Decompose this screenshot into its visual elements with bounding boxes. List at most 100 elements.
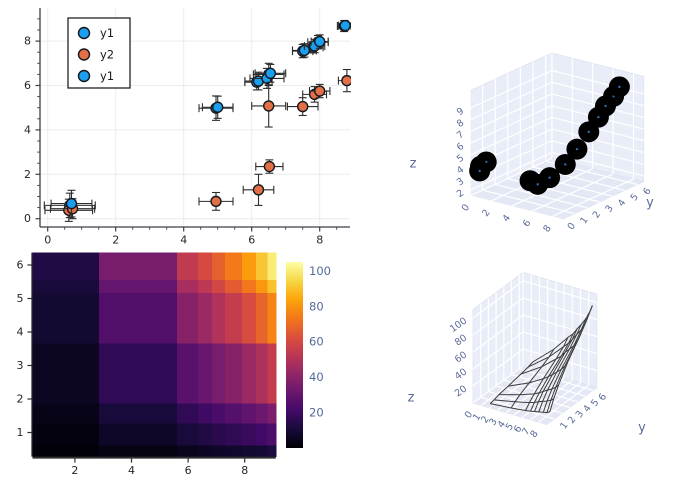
tick-label: 6 [512, 424, 524, 435]
heatmap-cell [267, 292, 277, 344]
tick-label: 2 [24, 168, 31, 181]
heatmap-cell [224, 343, 243, 404]
tick-label: 2 [455, 188, 466, 200]
data-point-center [478, 169, 481, 173]
data-point [314, 35, 326, 48]
heatmap-cell [256, 423, 268, 446]
tick-label: 5 [16, 292, 23, 305]
tick-label: 6 [455, 141, 466, 153]
tick-label: 20 [453, 383, 469, 399]
tick-label: 7 [455, 129, 466, 141]
heatmap-cell [98, 252, 178, 281]
heatmap-cell [32, 292, 100, 344]
tick-label: 5 [504, 421, 516, 432]
heatmap-cell [224, 252, 243, 281]
tick-label: 2 [112, 234, 119, 247]
tick-label: 100 [448, 315, 469, 334]
heatmap-cell [198, 343, 213, 404]
heatmap-cell [176, 343, 199, 404]
tick-label: 6 [248, 234, 255, 247]
tick-label: 0 [463, 409, 475, 420]
tick-label: 5 [455, 153, 466, 165]
heatmap-cell [198, 279, 213, 293]
tick-label: 5 [589, 397, 601, 408]
legend-marker [77, 26, 91, 40]
tick-label: 3 [487, 417, 499, 428]
tick-label: 2 [566, 415, 578, 426]
tick-label: 0 [460, 202, 472, 213]
data-point [339, 19, 351, 32]
tick-label: 100 [309, 264, 331, 278]
tick-label: y1 [100, 69, 114, 83]
tick-label: 2 [71, 464, 78, 477]
legend-marker [77, 69, 91, 83]
tick-label: 1 [471, 412, 483, 423]
pane-grid [472, 272, 598, 423]
tick-label: 2 [479, 414, 491, 425]
heatmap-cell [176, 403, 199, 424]
tick-label: 40 [309, 370, 324, 384]
tick-label: 3 [455, 176, 466, 188]
heatmap-cell [267, 343, 277, 404]
data-point-center [548, 176, 551, 179]
series-y1-2 [50, 19, 351, 218]
heatmap-cell [241, 343, 257, 404]
tick-label: 8 [24, 35, 31, 48]
heatmap-cell [224, 292, 243, 344]
heatmap-cell [212, 445, 226, 458]
data-point-center [604, 104, 607, 108]
heatmap-cell [267, 279, 277, 293]
tick-label: 80 [309, 299, 324, 313]
heatmap-cell [32, 445, 100, 458]
heatmap-cell [241, 445, 257, 458]
heatmap-cell [176, 445, 199, 458]
heatmap-cell [32, 423, 100, 446]
wireframe-mesh [489, 305, 593, 414]
mesh-line [534, 328, 578, 412]
heatmap-cell [98, 445, 178, 458]
data-point [210, 195, 222, 208]
heatmap-cell [98, 423, 178, 446]
heatmap-cells [32, 252, 277, 458]
heatmap-cell [241, 279, 257, 293]
tick-label: 2 [480, 208, 492, 219]
tick-label: 4 [616, 198, 628, 209]
series-y2-1 [44, 68, 351, 222]
tick-label: 1 [16, 426, 23, 439]
heatmap-cell [176, 423, 199, 446]
data-point [252, 184, 265, 196]
data-point-center [564, 163, 567, 166]
tick-label: 8 [528, 429, 540, 440]
data-point-center [587, 130, 590, 134]
heatmap-cell [267, 403, 277, 424]
heatmap-cell [98, 403, 178, 424]
data-point [264, 67, 277, 79]
heatmap-cell [176, 279, 199, 293]
tick-label: y1 [100, 26, 114, 40]
tick-label: 8 [316, 234, 323, 247]
mesh-line [530, 333, 574, 412]
data-point [297, 100, 309, 113]
tick-label: 9 [455, 106, 466, 118]
heatmap-cell [212, 252, 226, 281]
heatmap: 2 4 6 8 1 2 3 4 5 6 20 40 60 80 100 [16, 252, 331, 477]
data-point-center [575, 147, 579, 151]
heatmap-cell [267, 445, 277, 458]
tick-label: 0 [566, 221, 578, 232]
tick-label: 6 [597, 392, 609, 403]
heatmap-cell [241, 292, 257, 344]
heatmap-cell [241, 403, 257, 424]
tick-label: 4 [180, 234, 187, 247]
mesh-line [549, 305, 593, 412]
heatmap-axes: 2 4 6 8 1 2 3 4 5 6 [16, 252, 276, 477]
heatmap-cell [212, 292, 226, 344]
heatmap-cell [176, 292, 199, 344]
heatmap-cell [198, 403, 213, 424]
heatmap-cell [224, 423, 243, 446]
tick-label: 8 [455, 117, 466, 129]
data-point-center [536, 183, 539, 186]
tick-label: 4 [581, 403, 593, 414]
